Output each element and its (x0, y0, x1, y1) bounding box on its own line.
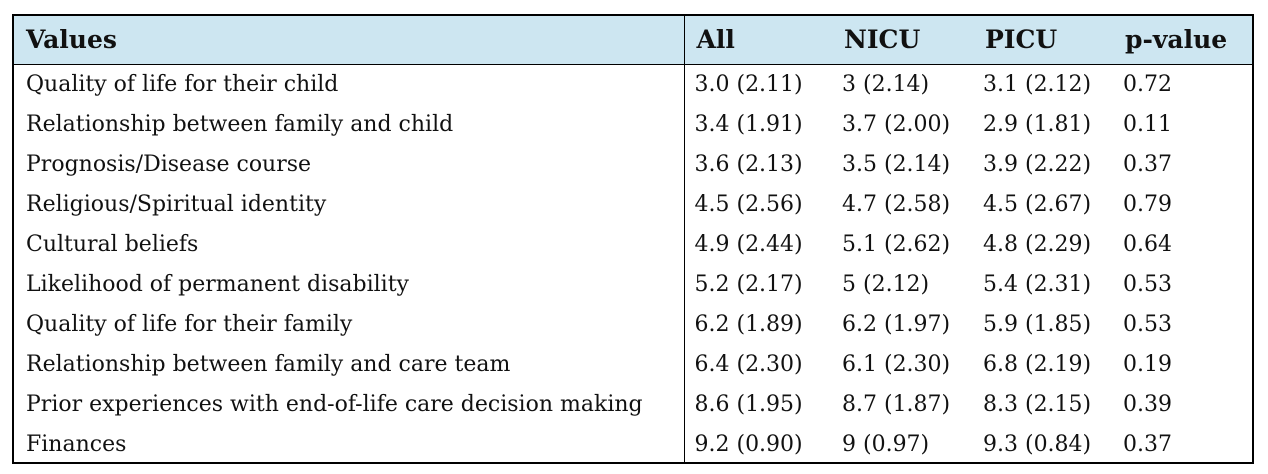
cell-all: 3.6 (2.13) (694, 151, 803, 177)
table-row: Likelihood of permanent disability 5.2 (… (14, 264, 1252, 304)
row-label: Prognosis/Disease course (14, 144, 685, 184)
cell-nicu: 8.7 (1.87) (842, 391, 951, 417)
table-row: Cultural beliefs 4.9 (2.44) 5.1 (2.62) 4… (14, 224, 1252, 264)
table-row: Relationship between family and child 3.… (14, 104, 1252, 144)
table-row: Prognosis/Disease course 3.6 (2.13) 3.5 … (14, 144, 1252, 184)
cell-picu: 8.3 (2.15) (983, 391, 1092, 417)
cell-nicu: 6.2 (1.97) (842, 311, 951, 337)
table-row: Quality of life for their child 3.0 (2.1… (14, 64, 1252, 104)
cell-p-value: 0.64 (1123, 231, 1172, 257)
cell-nicu: 3.5 (2.14) (842, 151, 951, 177)
header-p-value: p-value (1113, 16, 1252, 65)
cell-p-value: 0.37 (1123, 151, 1172, 177)
table-row: Prior experiences with end-of-life care … (14, 384, 1252, 424)
table-row: Relationship between family and care tea… (14, 344, 1252, 384)
cell-picu: 9.3 (0.84) (983, 431, 1092, 457)
cell-nicu: 9 (0.97) (842, 431, 930, 457)
cell-all: 4.5 (2.56) (694, 191, 803, 217)
cell-p-value: 0.53 (1123, 271, 1172, 297)
cell-nicu: 3.7 (2.00) (842, 111, 951, 137)
row-label: Relationship between family and care tea… (14, 344, 685, 384)
cell-all: 8.6 (1.95) (694, 391, 803, 417)
cell-all: 3.0 (2.11) (694, 71, 803, 97)
cell-p-value: 0.53 (1123, 311, 1172, 337)
table-row: Quality of life for their family 6.2 (1.… (14, 304, 1252, 344)
cell-nicu: 4.7 (2.58) (842, 191, 951, 217)
cell-picu: 4.5 (2.67) (983, 191, 1092, 217)
cell-all: 5.2 (2.17) (694, 271, 803, 297)
cell-p-value: 0.72 (1123, 71, 1172, 97)
cell-nicu: 6.1 (2.30) (842, 351, 951, 377)
cell-picu: 5.9 (1.85) (983, 311, 1092, 337)
cell-p-value: 0.39 (1123, 391, 1172, 417)
cell-all: 6.2 (1.89) (694, 311, 803, 337)
cell-picu: 2.9 (1.81) (983, 111, 1092, 137)
cell-nicu: 5 (2.12) (842, 271, 930, 297)
cell-nicu: 3 (2.14) (842, 71, 930, 97)
row-label: Quality of life for their child (14, 64, 685, 104)
cell-all: 6.4 (2.30) (694, 351, 803, 377)
header-values: Values (14, 16, 685, 65)
cell-all: 3.4 (1.91) (694, 111, 803, 137)
header-all: All (684, 16, 832, 65)
table-header-row: Values All NICU PICU p-value (14, 16, 1252, 65)
row-label: Finances (14, 424, 685, 464)
row-label: Likelihood of permanent disability (14, 264, 685, 304)
cell-picu: 3.1 (2.12) (983, 71, 1092, 97)
values-table: Values All NICU PICU p-value Quality of … (14, 16, 1252, 464)
row-label: Religious/Spiritual identity (14, 184, 685, 224)
cell-picu: 6.8 (2.19) (983, 351, 1092, 377)
cell-picu: 4.8 (2.29) (983, 231, 1092, 257)
table-row: Finances 9.2 (0.90) 9 (0.97) 9.3 (0.84) … (14, 424, 1252, 464)
cell-p-value: 0.19 (1123, 351, 1172, 377)
cell-nicu: 5.1 (2.62) (842, 231, 951, 257)
table-row: Religious/Spiritual identity 4.5 (2.56) … (14, 184, 1252, 224)
cell-p-value: 0.79 (1123, 191, 1172, 217)
header-nicu: NICU (832, 16, 973, 65)
cell-p-value: 0.37 (1123, 431, 1172, 457)
header-picu: PICU (973, 16, 1113, 65)
values-table-frame: Values All NICU PICU p-value Quality of … (12, 14, 1254, 464)
row-label: Relationship between family and child (14, 104, 685, 144)
cell-all: 9.2 (0.90) (694, 431, 803, 457)
cell-picu: 5.4 (2.31) (983, 271, 1092, 297)
row-label: Prior experiences with end-of-life care … (14, 384, 685, 424)
row-label: Cultural beliefs (14, 224, 685, 264)
cell-p-value: 0.11 (1123, 111, 1172, 137)
row-label: Quality of life for their family (14, 304, 685, 344)
cell-all: 4.9 (2.44) (694, 231, 803, 257)
cell-picu: 3.9 (2.22) (983, 151, 1092, 177)
